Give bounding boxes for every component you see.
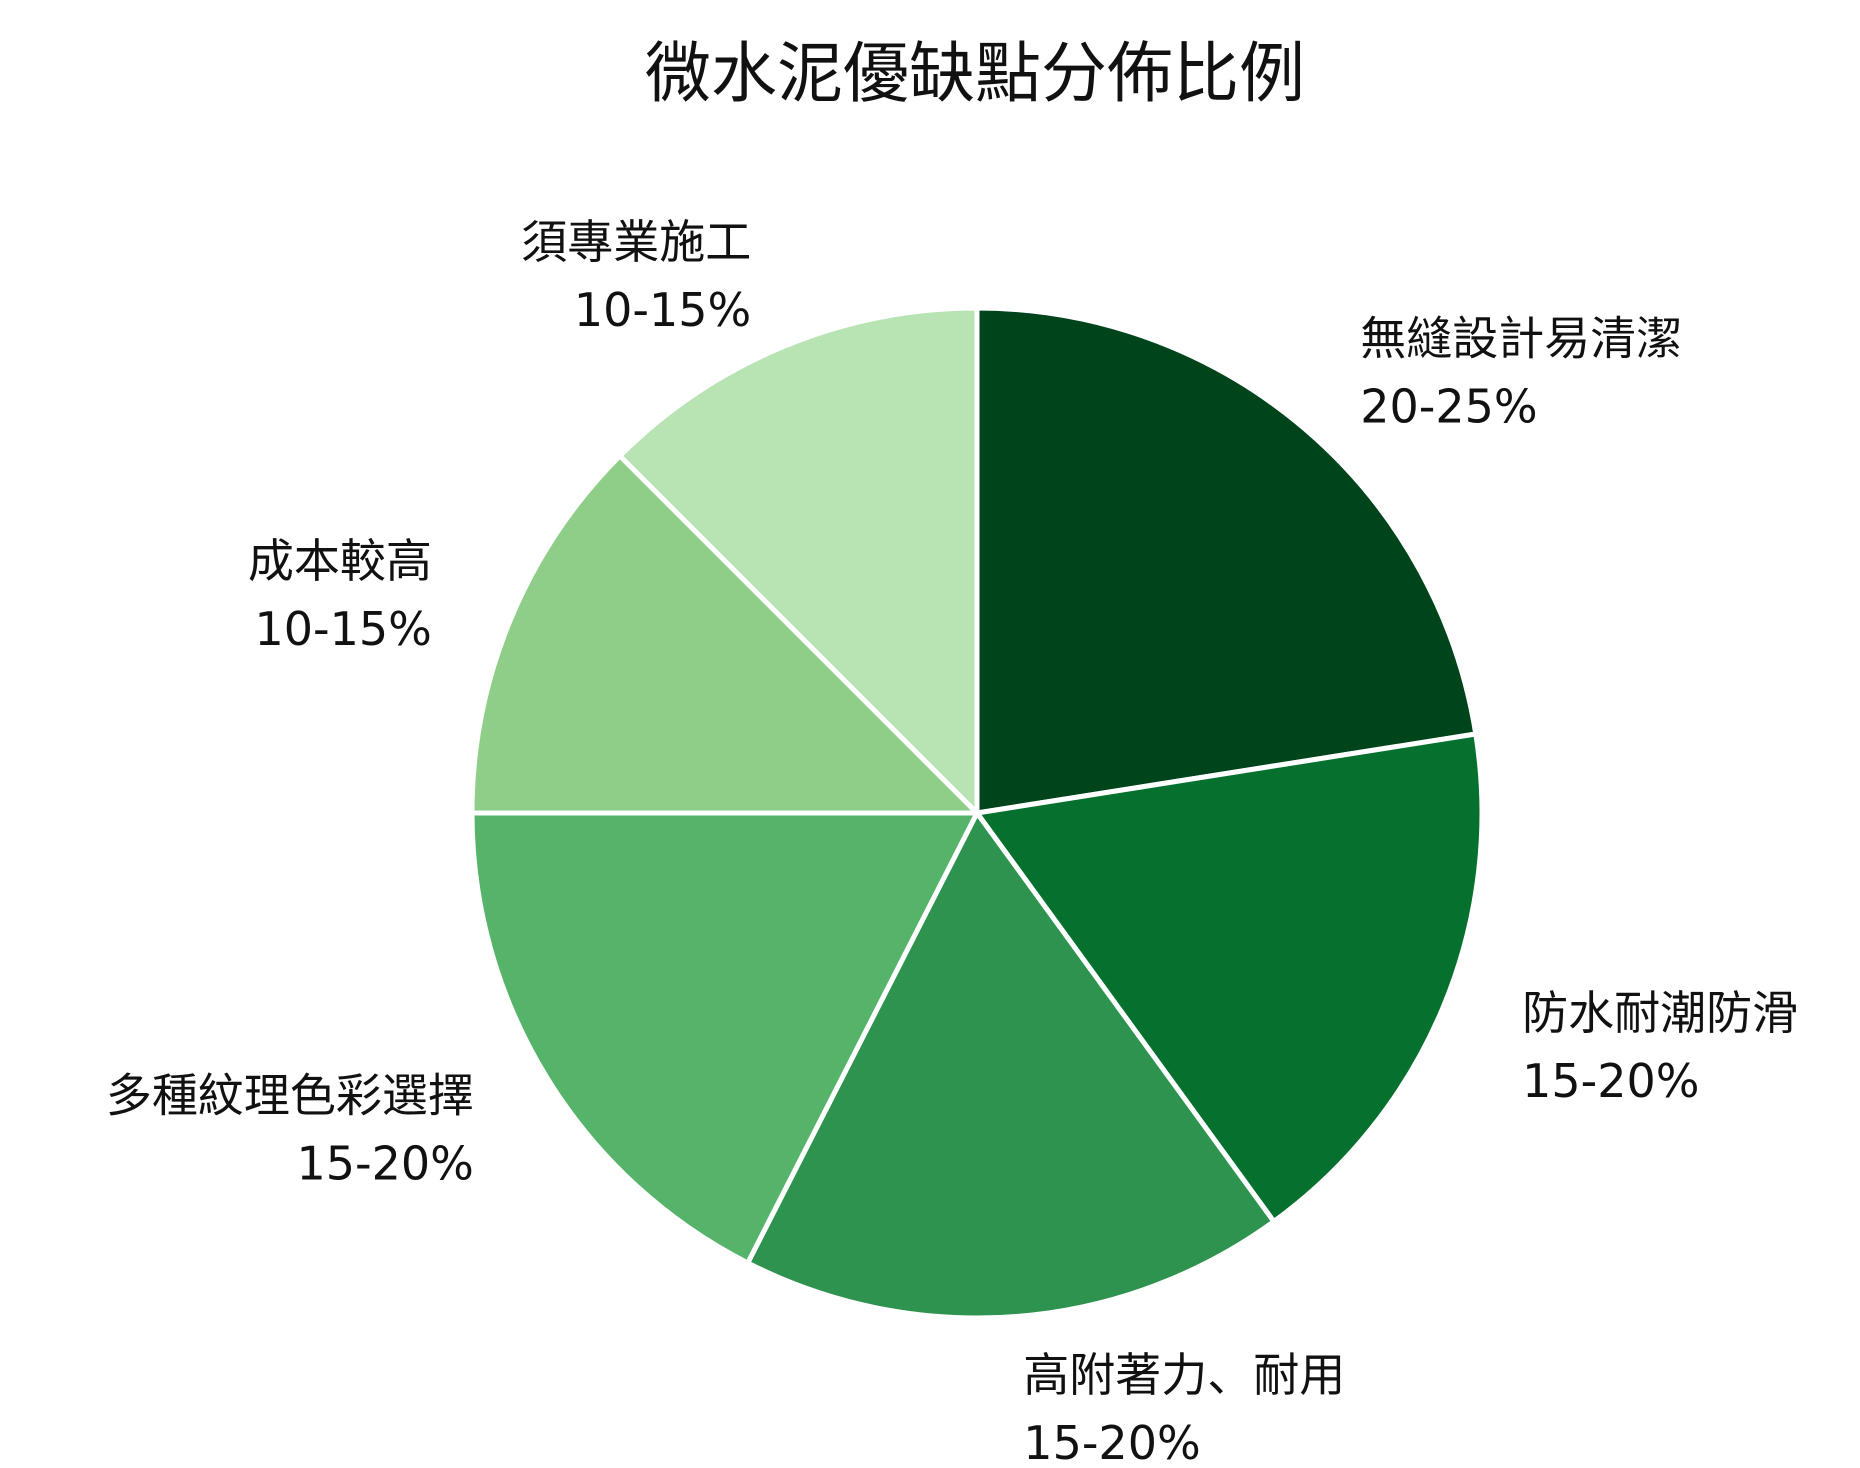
slice-label-3: 多種紋理色彩選擇 (106, 1068, 474, 1122)
pie-labels: 無縫設計易清潔 20-25% 防水耐潮防滑 15-20% 高附著力、耐用 15-20% 多種… (106, 215, 1798, 1468)
slice-value-0: 20-25% (1360, 379, 1537, 433)
slice-value-1: 15-20% (1522, 1054, 1699, 1108)
pie-slices (469, 305, 1485, 1321)
pie-slice-1 (974, 731, 1485, 1225)
pie-slice-3 (469, 810, 980, 1266)
slice-label-2: 高附著力、耐用 (1023, 1348, 1345, 1402)
chart-title: 微水泥優缺點分佈比例 (645, 35, 1305, 112)
slice-value-5: 10-15% (574, 283, 751, 337)
slice-value-2: 15-20% (1023, 1416, 1200, 1468)
pie-slice-4 (469, 453, 980, 816)
slice-label-0: 無縫設計易清潔 (1360, 311, 1682, 365)
pie-slice-5 (617, 305, 980, 816)
slice-value-4: 10-15% (255, 602, 432, 656)
slice-label-1: 防水耐潮防滑 (1522, 986, 1798, 1040)
pie-slice-2 (745, 810, 1277, 1321)
pie-slice-0 (974, 305, 1479, 816)
slice-label-4: 成本較高 (248, 534, 432, 588)
slice-value-3: 15-20% (297, 1136, 474, 1190)
slice-label-5: 須專業施工 (521, 215, 751, 269)
